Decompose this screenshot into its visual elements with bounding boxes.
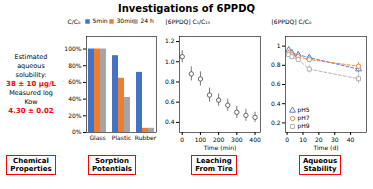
svg-text:5min: 5min — [93, 17, 108, 24]
html-text:Sorption Potentials: Sorption Potentials — [92, 157, 132, 173]
svg-text:24 h: 24 h — [141, 17, 155, 24]
svg-text:1.2: 1.2 — [165, 37, 175, 44]
svg-text:60%: 60% — [68, 78, 82, 85]
svg-text:40%: 40% — [68, 95, 82, 102]
svg-text:Plastic: Plastic — [112, 134, 131, 141]
svg-text:pH7: pH7 — [298, 114, 310, 122]
html-text:Kow: Kow — [24, 97, 38, 106]
svg-text:Time (d): Time (d) — [312, 144, 338, 151]
html-text:Estimated aqueous: Estimated aqueous — [14, 52, 48, 70]
svg-text:0%: 0% — [72, 128, 82, 135]
svg-text:Glass: Glass — [89, 134, 105, 141]
html-text:Leaching From Tire: Leaching From Tire — [195, 157, 233, 173]
svg-text:0.8: 0.8 — [271, 61, 281, 68]
svg-text:400: 400 — [249, 136, 261, 143]
svg-text:300: 300 — [231, 136, 243, 143]
svg-text:Time (min): Time (min) — [203, 144, 237, 151]
svg-text:1: 1 — [277, 42, 281, 49]
svg-text:40: 40 — [347, 136, 355, 143]
svg-text:0.4: 0.4 — [165, 118, 175, 125]
svg-text:20: 20 — [315, 136, 323, 143]
svg-text:[6PPDQ] C/C₀: [6PPDQ] C/C₀ — [272, 18, 312, 25]
svg-text:[6PPDQ] C₁/C₁₅: [6PPDQ] C₁/C₁₅ — [166, 18, 211, 25]
svg-text:Rubber: Rubber — [135, 134, 157, 141]
html-text:Chemical Properties: Chemical Properties — [10, 157, 52, 173]
svg-text:0.8: 0.8 — [165, 78, 175, 85]
svg-text:30: 30 — [331, 136, 339, 143]
html-text:Aqueous Stability: Aqueous Stability — [302, 157, 338, 173]
svg-text:1.0: 1.0 — [165, 58, 175, 65]
html-text:Investigations of 6PPDQ: Investigations of 6PPDQ — [118, 3, 255, 14]
html-text:solubility:: solubility: — [15, 70, 47, 79]
svg-text:30min: 30min — [117, 17, 136, 24]
html-text:Measured log: Measured log — [9, 88, 53, 97]
svg-text:pH5: pH5 — [298, 106, 310, 114]
svg-text:0.4: 0.4 — [271, 100, 281, 107]
svg-text:200: 200 — [213, 136, 225, 143]
html-text:4.30 ± 0.02: 4.30 ± 0.02 — [8, 106, 54, 115]
html-text:38 ± 10 μg/L: 38 ± 10 μg/L — [6, 79, 56, 88]
svg-text:0.2: 0.2 — [271, 119, 281, 126]
svg-text:10: 10 — [299, 136, 307, 143]
svg-text:0: 0 — [285, 136, 289, 143]
svg-text:80%: 80% — [68, 62, 82, 69]
svg-text:20%: 20% — [68, 112, 82, 119]
svg-text:pH9: pH9 — [298, 122, 310, 130]
svg-text:0.6: 0.6 — [165, 98, 175, 105]
svg-text:100: 100 — [195, 136, 207, 143]
svg-text:0.6: 0.6 — [271, 80, 281, 87]
svg-text:0: 0 — [180, 136, 184, 143]
svg-text:100%: 100% — [64, 45, 81, 52]
svg-text:C/C₀: C/C₀ — [68, 18, 81, 25]
